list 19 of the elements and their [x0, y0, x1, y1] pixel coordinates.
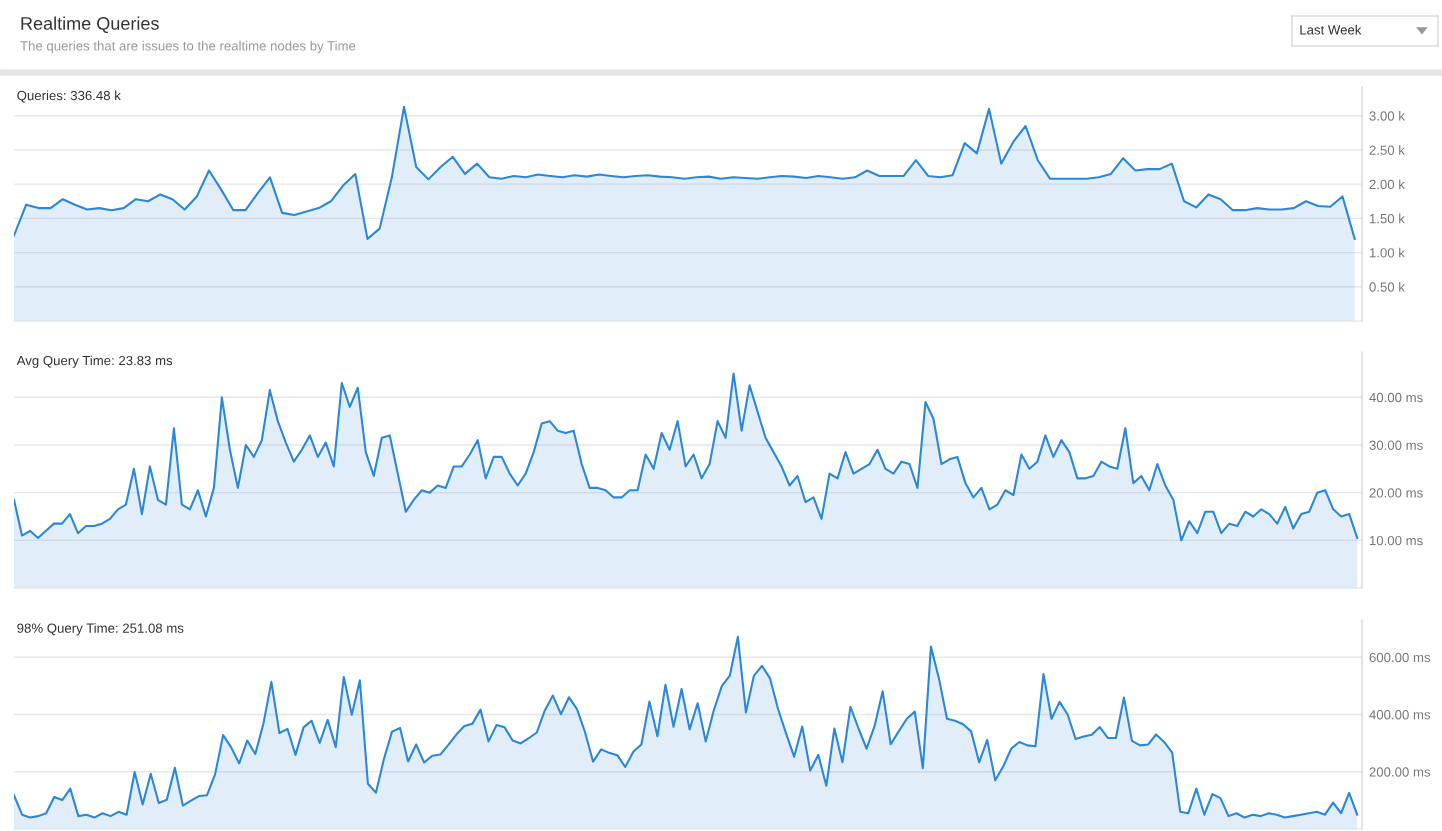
y-tick-label: 2.50 k: [1369, 145, 1405, 155]
chart-title: 98% Query Time: 251.08 ms: [17, 623, 184, 636]
text: The queries that are issues to the realtime nodes by Time: [20, 40, 356, 54]
y-tick-label: 20.00 ms: [1369, 488, 1423, 498]
y-tick-label: 2.00 k: [1369, 179, 1405, 190]
y-tick-label: 3.00 k: [1369, 110, 1405, 121]
y-tick-label: 1.50 k: [1369, 213, 1405, 224]
y-tick-label: 30.00 ms: [1369, 440, 1423, 450]
y-tick-label: 10.00 ms: [1369, 535, 1423, 546]
chart-title: Queries: 336.48 k: [17, 90, 121, 103]
chart-title: Avg Query Time: 23.83 ms: [16, 355, 173, 368]
y-tick-label: 400.00 ms: [1369, 710, 1431, 720]
text: Last Week: [1300, 24, 1362, 35]
y-tick-label: 0.50 k: [1369, 282, 1405, 292]
y-tick-label: 600.00 ms: [1369, 652, 1431, 663]
y-tick-label: 200.00 ms: [1369, 767, 1431, 777]
y-tick-label: 1.00 k: [1369, 247, 1405, 258]
text: Realtime Queries: [21, 16, 159, 34]
y-tick-label: 40.00 ms: [1369, 392, 1423, 403]
